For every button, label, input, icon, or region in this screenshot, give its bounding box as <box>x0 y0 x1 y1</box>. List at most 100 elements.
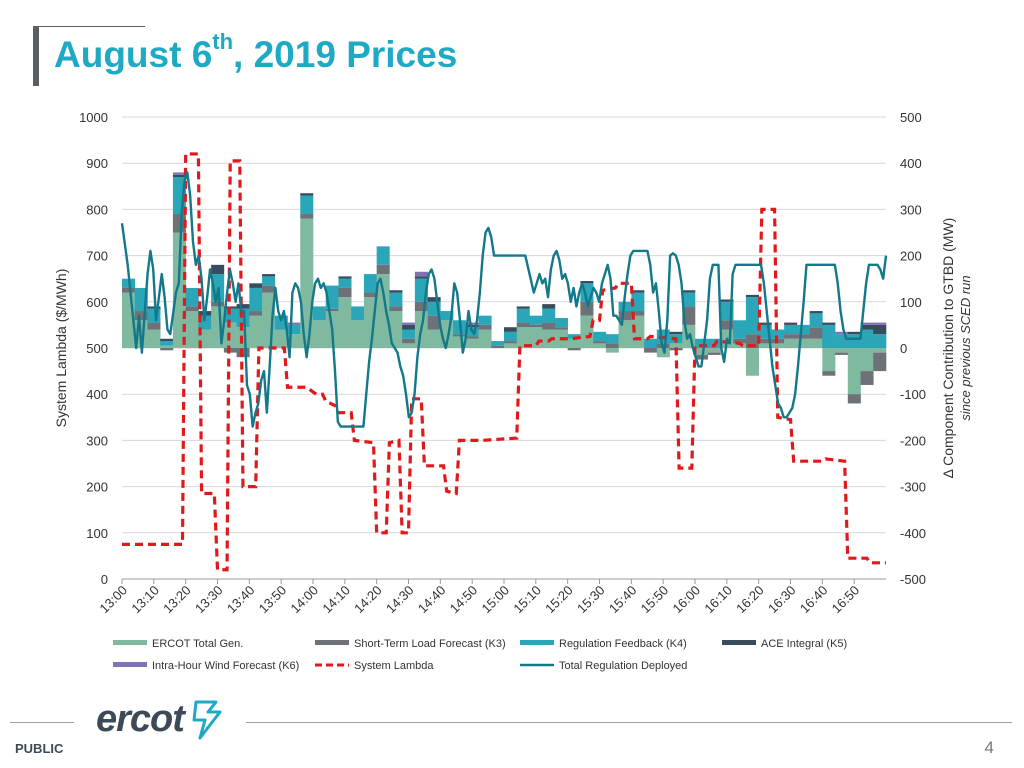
legend-swatch-total_gen <box>113 640 147 645</box>
bar-total_gen <box>172 232 186 348</box>
bar-total_gen <box>453 336 467 348</box>
bar-total_gen <box>860 348 874 372</box>
bar-k3 <box>172 214 186 233</box>
bar-k4 <box>338 278 352 288</box>
bar-k4 <box>554 317 568 328</box>
bar-k5 <box>236 304 250 309</box>
bar-total_gen <box>504 343 518 348</box>
bar-total_gen <box>465 338 479 348</box>
bar-k6 <box>172 172 186 175</box>
bar-k4 <box>147 308 161 323</box>
x-tick-label: 16:50 <box>829 583 863 617</box>
bar-k5 <box>414 276 428 279</box>
bar-k4 <box>631 292 645 312</box>
bar-k5 <box>542 304 556 309</box>
y-right-tick-label: -300 <box>900 480 926 495</box>
x-tick-label: 16:00 <box>670 583 704 617</box>
line-total-regulation <box>120 171 888 428</box>
bar-k3 <box>478 324 492 330</box>
bar-k3 <box>338 287 352 298</box>
legend-swatch-k4 <box>520 640 554 645</box>
bar-k3 <box>873 352 887 372</box>
bar-k4 <box>593 331 607 342</box>
x-tick-label: 13:20 <box>160 583 194 617</box>
legend-label-k5: ACE Integral (K5) <box>761 638 847 650</box>
bar-k4 <box>440 311 454 321</box>
bar-k3 <box>223 348 237 353</box>
x-tick-label: 15:40 <box>606 583 640 617</box>
bar-k3 <box>720 320 734 330</box>
bar-total_gen <box>338 297 352 348</box>
bar-k3 <box>784 334 798 339</box>
bar-k5 <box>669 331 683 335</box>
bar-k4 <box>618 301 632 312</box>
title-accent-rule <box>39 26 145 27</box>
bar-k3 <box>249 311 263 316</box>
legend-label-k4: Regulation Feedback (K4) <box>559 638 687 650</box>
bar-k6 <box>860 322 874 325</box>
bar-k3 <box>516 322 530 328</box>
bar-k4 <box>822 324 836 348</box>
x-tick-label: 14:50 <box>447 583 481 617</box>
bar-k3 <box>707 352 721 355</box>
bar-k3 <box>211 301 225 307</box>
price-chart: 01002003004005006007008009001000-500-400… <box>53 110 973 672</box>
y-left-tick-label: 300 <box>86 433 108 448</box>
legend-swatch-k5 <box>722 640 756 645</box>
bar-k3 <box>847 394 861 404</box>
bar-k3 <box>453 334 467 337</box>
y-left-tick-label: 900 <box>86 156 108 171</box>
bar-k5 <box>631 290 645 293</box>
bar-total_gen <box>822 348 836 372</box>
bar-k3 <box>376 264 390 275</box>
y-right-axis-title: Δ Component Contribution to GTBD (MW) <box>940 218 956 479</box>
bar-total_gen <box>847 348 861 395</box>
bar-total_gen <box>873 348 887 353</box>
bar-k3 <box>427 315 441 330</box>
bar-k3 <box>860 371 874 385</box>
bar-total_gen <box>427 329 441 348</box>
bar-total_gen <box>389 311 403 348</box>
y-left-tick-label: 0 <box>101 572 108 587</box>
bar-k3 <box>605 343 619 348</box>
line-system-lambda <box>122 152 886 572</box>
y-right-tick-label: -500 <box>900 572 926 587</box>
x-tick-label: 13:40 <box>224 583 258 617</box>
bar-k4 <box>695 338 709 348</box>
bar-k3 <box>593 341 607 344</box>
bar-k3 <box>644 348 658 353</box>
bar-k4 <box>185 287 199 307</box>
bar-k6 <box>402 322 416 325</box>
bar-k4 <box>363 274 377 293</box>
y-right-tick-label: 0 <box>900 341 907 356</box>
legend-label-k3: Short-Term Load Forecast (K3) <box>354 638 506 650</box>
bar-k3 <box>262 285 276 293</box>
bar-total_gen <box>809 338 823 348</box>
bar-k5 <box>338 276 352 279</box>
bar-total_gen <box>733 343 747 348</box>
bar-k5 <box>873 324 887 335</box>
x-tick-label: 15:50 <box>638 583 672 617</box>
bar-total_gen <box>580 315 594 348</box>
bar-k3 <box>567 348 581 351</box>
bar-k3 <box>822 371 836 376</box>
bar-k5 <box>465 324 479 328</box>
y-right-axis-subtitle: since previous SCED run <box>958 275 973 420</box>
bar-k3 <box>835 352 849 355</box>
bar-k4 <box>529 315 543 325</box>
x-tick-label: 14:00 <box>288 583 322 617</box>
bar-k5 <box>160 338 174 342</box>
ercot-logo: ercot <box>96 698 224 741</box>
bar-k3 <box>529 324 543 328</box>
bar-k5 <box>516 306 530 309</box>
bar-k5 <box>809 311 823 314</box>
x-tick-label: 15:00 <box>479 583 513 617</box>
page-title: August 6th, 2019 Prices <box>54 31 458 76</box>
x-tick-label: 13:30 <box>192 583 226 617</box>
bar-total_gen <box>236 327 250 348</box>
title-accent-bar <box>33 26 39 86</box>
bar-total_gen <box>796 338 810 348</box>
legend-swatch-k3 <box>315 640 349 645</box>
bar-k4 <box>160 341 174 346</box>
title-tail: , 2019 Prices <box>233 34 458 75</box>
